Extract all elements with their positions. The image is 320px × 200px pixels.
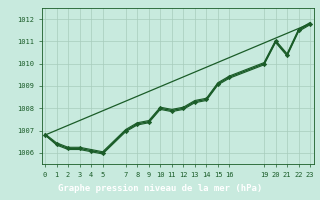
Text: Graphe pression niveau de la mer (hPa): Graphe pression niveau de la mer (hPa) xyxy=(58,184,262,193)
